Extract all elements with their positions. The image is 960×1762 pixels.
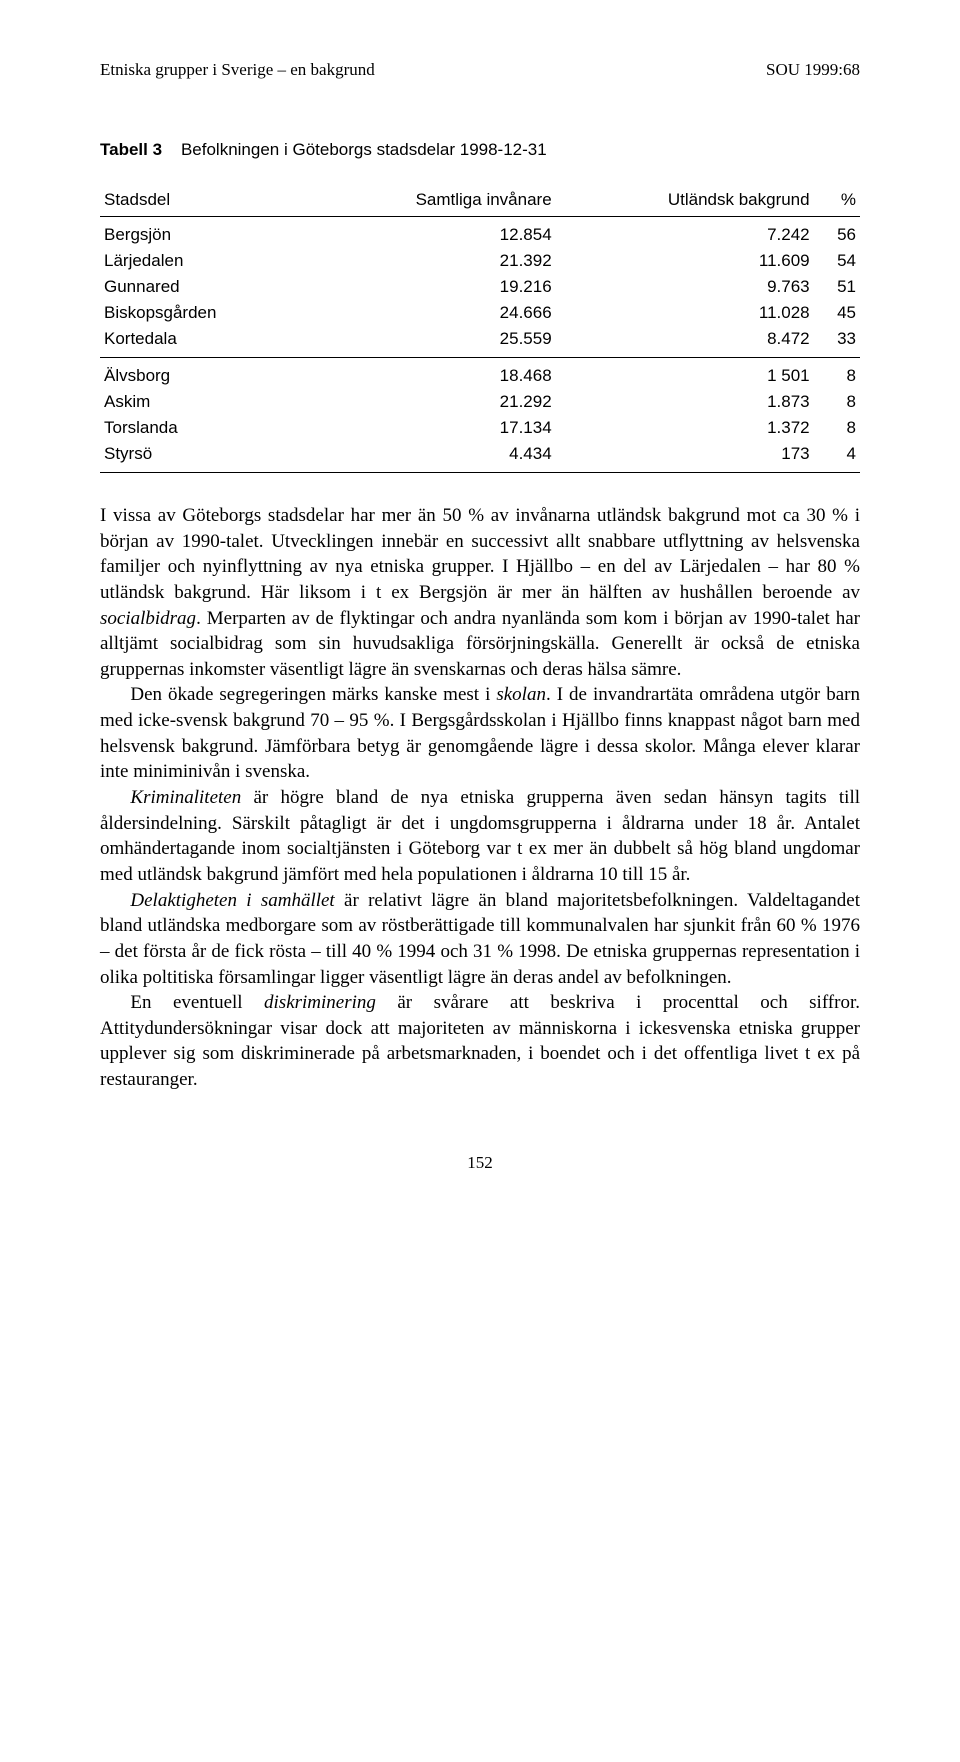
table-row: Kortedala 25.559 8.472 33 <box>100 326 860 358</box>
cell-name: Torslanda <box>100 415 308 441</box>
col-utlandsk: Utländsk bakgrund <box>556 184 814 217</box>
italic-span: Kriminaliteten <box>130 787 241 808</box>
col-samtliga: Samtliga invånare <box>308 184 556 217</box>
cell-pct: 51 <box>814 274 860 300</box>
cell-pop: 25.559 <box>308 326 556 358</box>
table-caption: Tabell 3 Befolkningen i Göteborgs stadsd… <box>100 140 860 160</box>
cell-pct: 8 <box>814 415 860 441</box>
paragraph-2: Den ökade segregeringen märks kanske mes… <box>100 682 860 785</box>
paragraph-3: Kriminaliteten är högre bland de nya etn… <box>100 785 860 888</box>
page-number: 152 <box>100 1153 860 1173</box>
cell-foreign: 1.873 <box>556 389 814 415</box>
cell-pop: 17.134 <box>308 415 556 441</box>
cell-pop: 18.468 <box>308 358 556 390</box>
cell-name: Kortedala <box>100 326 308 358</box>
cell-foreign: 11.609 <box>556 248 814 274</box>
cell-name: Bergsjön <box>100 217 308 249</box>
italic-span: skolan <box>496 684 546 705</box>
table-row: Askim 21.292 1.873 8 <box>100 389 860 415</box>
table-row: Lärjedalen 21.392 11.609 54 <box>100 248 860 274</box>
cell-pop: 24.666 <box>308 300 556 326</box>
paragraph-1: I vissa av Göteborgs stadsdelar har mer … <box>100 503 860 682</box>
text-span: I vissa av Göteborgs stadsdelar har mer … <box>100 505 860 603</box>
cell-foreign: 9.763 <box>556 274 814 300</box>
table-row: Biskopsgården 24.666 11.028 45 <box>100 300 860 326</box>
page-header: Etniska grupper i Sverige – en bakgrund … <box>100 60 860 80</box>
body-text: I vissa av Göteborgs stadsdelar har mer … <box>100 503 860 1093</box>
table-row: Torslanda 17.134 1.372 8 <box>100 415 860 441</box>
cell-pct: 8 <box>814 389 860 415</box>
cell-foreign: 7.242 <box>556 217 814 249</box>
cell-foreign: 1 501 <box>556 358 814 390</box>
table-row: Älvsborg 18.468 1 501 8 <box>100 358 860 390</box>
cell-pct: 56 <box>814 217 860 249</box>
cell-pop: 12.854 <box>308 217 556 249</box>
paragraph-5: En eventuell diskriminering är svårare a… <box>100 990 860 1093</box>
cell-name: Biskopsgården <box>100 300 308 326</box>
text-span: . Merparten av de flyktingar och andra n… <box>100 608 860 680</box>
italic-span: diskriminering <box>264 992 376 1013</box>
italic-span: Delaktigheten i samhället <box>130 890 334 911</box>
header-right: SOU 1999:68 <box>766 60 860 80</box>
table-group1: Bergsjön 12.854 7.242 56 Lärjedalen 21.3… <box>100 217 860 358</box>
cell-foreign: 8.472 <box>556 326 814 358</box>
cell-name: Älvsborg <box>100 358 308 390</box>
cell-foreign: 173 <box>556 441 814 473</box>
table-caption-title: Befolkningen i Göteborgs stadsdelar 1998… <box>181 140 547 159</box>
cell-pct: 33 <box>814 326 860 358</box>
cell-pop: 4.434 <box>308 441 556 473</box>
cell-pct: 54 <box>814 248 860 274</box>
document-page: Etniska grupper i Sverige – en bakgrund … <box>0 0 960 1213</box>
cell-pop: 21.392 <box>308 248 556 274</box>
cell-name: Askim <box>100 389 308 415</box>
table-row: Bergsjön 12.854 7.242 56 <box>100 217 860 249</box>
cell-pct: 4 <box>814 441 860 473</box>
population-table: Stadsdel Samtliga invånare Utländsk bakg… <box>100 184 860 473</box>
text-span: En eventuell <box>130 992 264 1013</box>
text-span: Den ökade segregeringen märks kanske mes… <box>130 684 496 705</box>
cell-name: Gunnared <box>100 274 308 300</box>
cell-pct: 45 <box>814 300 860 326</box>
cell-pop: 19.216 <box>308 274 556 300</box>
paragraph-4: Delaktigheten i samhället är relativt lä… <box>100 888 860 991</box>
table-row: Styrsö 4.434 173 4 <box>100 441 860 473</box>
cell-pop: 21.292 <box>308 389 556 415</box>
cell-foreign: 1.372 <box>556 415 814 441</box>
cell-foreign: 11.028 <box>556 300 814 326</box>
table-caption-label: Tabell 3 <box>100 140 162 159</box>
table-row: Gunnared 19.216 9.763 51 <box>100 274 860 300</box>
header-left: Etniska grupper i Sverige – en bakgrund <box>100 60 375 80</box>
col-stadsdel: Stadsdel <box>100 184 308 217</box>
cell-name: Styrsö <box>100 441 308 473</box>
cell-name: Lärjedalen <box>100 248 308 274</box>
cell-pct: 8 <box>814 358 860 390</box>
italic-span: socialbidrag <box>100 608 196 629</box>
col-pct: % <box>814 184 860 217</box>
table-header-row: Stadsdel Samtliga invånare Utländsk bakg… <box>100 184 860 217</box>
table-group2: Älvsborg 18.468 1 501 8 Askim 21.292 1.8… <box>100 358 860 473</box>
